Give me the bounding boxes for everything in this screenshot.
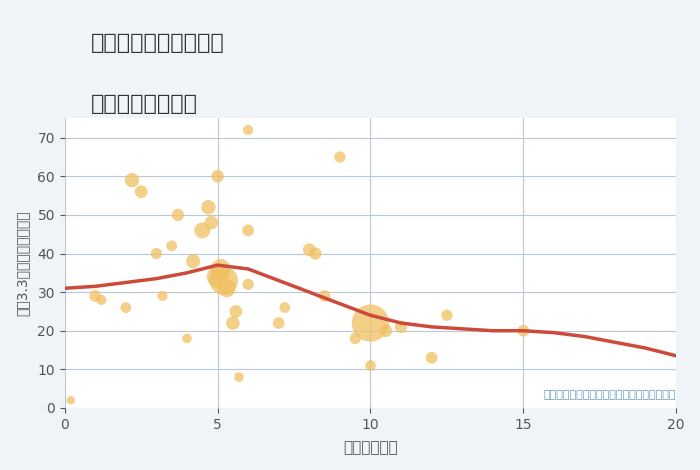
Point: [65, 397, 76, 404]
Point: [319, 292, 330, 300]
Point: [279, 304, 290, 311]
Point: [150, 250, 162, 257]
Point: [197, 227, 208, 234]
Point: [181, 335, 193, 342]
Point: [212, 273, 223, 281]
Point: [228, 319, 239, 327]
Point: [120, 304, 132, 311]
Point: [206, 219, 217, 227]
Y-axis label: 坪（3.3㎡）単価（万円）: 坪（3.3㎡）単価（万円）: [15, 211, 29, 316]
Point: [218, 277, 230, 284]
Point: [243, 227, 254, 234]
Point: [230, 308, 241, 315]
Point: [172, 211, 183, 219]
Point: [203, 204, 214, 211]
Point: [304, 246, 315, 253]
X-axis label: 駅距離（分）: 駅距離（分）: [343, 440, 398, 455]
Point: [157, 292, 168, 300]
Text: 円の大きさは、取引のあった物件面積を示す: 円の大きさは、取引のあった物件面積を示す: [544, 390, 676, 400]
Point: [365, 362, 376, 369]
Point: [166, 242, 177, 250]
Point: [136, 188, 147, 196]
Point: [221, 284, 232, 292]
Point: [335, 153, 346, 161]
Point: [441, 312, 452, 319]
Point: [395, 323, 407, 330]
Point: [518, 327, 529, 335]
Point: [96, 296, 107, 304]
Point: [365, 319, 376, 327]
Point: [380, 327, 391, 335]
Point: [426, 354, 438, 361]
Point: [273, 319, 284, 327]
Point: [243, 126, 254, 134]
Point: [243, 281, 254, 288]
Text: 駅距離別土地価格: 駅距離別土地価格: [91, 94, 198, 114]
Point: [310, 250, 321, 257]
Point: [90, 292, 101, 300]
Text: 大阪府八尾市安中町の: 大阪府八尾市安中町の: [91, 33, 225, 53]
Point: [188, 258, 199, 265]
Point: [212, 172, 223, 180]
Point: [215, 265, 226, 273]
Point: [233, 373, 244, 381]
Point: [349, 335, 360, 342]
Point: [127, 176, 138, 184]
